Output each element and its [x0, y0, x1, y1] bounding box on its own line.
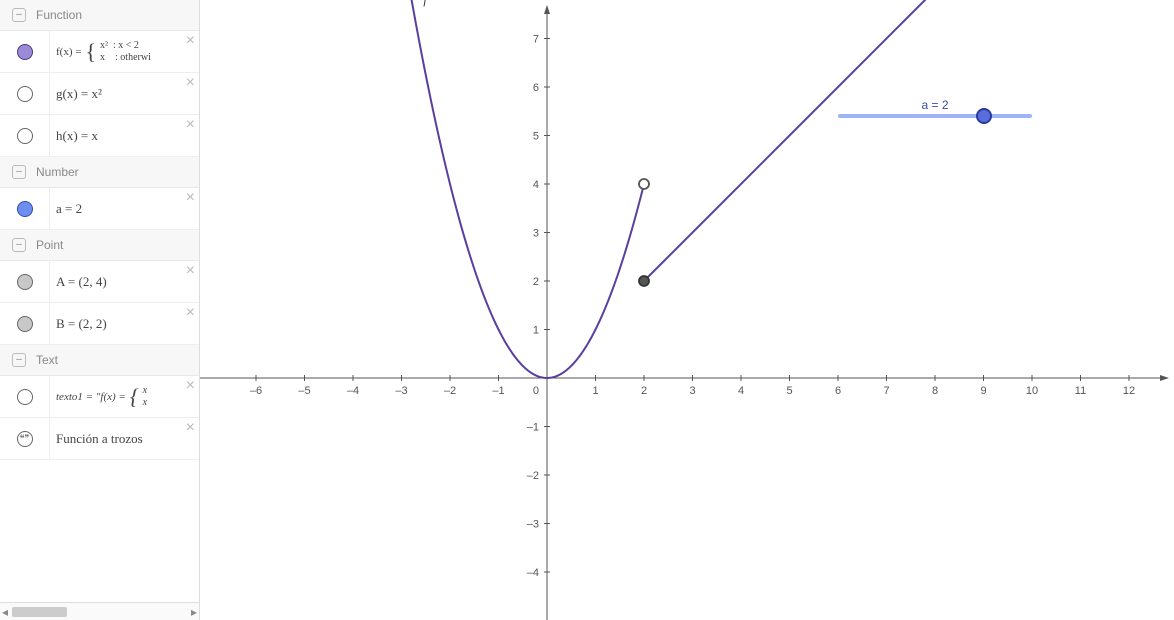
- svg-text:–2: –2: [444, 385, 456, 397]
- visibility-toggle-f[interactable]: [17, 44, 33, 60]
- section-label-function: Function: [36, 8, 82, 22]
- section-label-point: Point: [36, 238, 63, 252]
- svg-text:3: 3: [533, 228, 539, 240]
- slider-a[interactable]: a = 2: [838, 98, 1032, 118]
- svg-text:–6: –6: [250, 385, 262, 397]
- close-icon[interactable]: ×: [186, 33, 195, 49]
- close-icon[interactable]: ×: [186, 190, 195, 206]
- svg-text:6: 6: [533, 82, 539, 94]
- section-label-number: Number: [36, 165, 79, 179]
- graphics-view[interactable]: –6–5–4–3–2–1123456789101112–4–3–2–112345…: [200, 0, 1174, 620]
- svg-text:–3: –3: [527, 519, 539, 531]
- svg-text:–5: –5: [298, 385, 310, 397]
- visibility-toggle-h[interactable]: [17, 128, 33, 144]
- row-h[interactable]: h(x) = x ×: [0, 115, 199, 157]
- svg-text:3: 3: [689, 385, 695, 397]
- visibility-toggle-g[interactable]: [17, 86, 33, 102]
- close-icon[interactable]: ×: [186, 420, 195, 436]
- section-label-text: Text: [36, 353, 58, 367]
- visibility-toggle-point-a[interactable]: [17, 274, 33, 290]
- svg-text:5: 5: [786, 385, 792, 397]
- svg-text:–1: –1: [492, 385, 504, 397]
- slider-track[interactable]: [838, 114, 1032, 118]
- row-a[interactable]: a = 2 ×: [0, 188, 199, 230]
- slider-handle[interactable]: [976, 108, 992, 124]
- svg-text:–1: –1: [527, 422, 539, 434]
- collapse-icon[interactable]: –: [12, 8, 26, 22]
- row-texto1-content: texto1 = "f(x) = { x x: [50, 385, 191, 409]
- svg-text:7: 7: [533, 34, 539, 46]
- row-point-b-content: B = (2, 2): [50, 316, 191, 332]
- row-point-a-content: A = (2, 4): [50, 274, 191, 290]
- row-g[interactable]: g(x) = x² ×: [0, 73, 199, 115]
- section-header-text[interactable]: – Text: [0, 345, 199, 376]
- section-header-function[interactable]: – Function: [0, 0, 199, 31]
- visibility-toggle-texto1[interactable]: [17, 389, 33, 405]
- svg-text:12: 12: [1123, 385, 1135, 397]
- row-texto1[interactable]: texto1 = "f(x) = { x x ×: [0, 376, 199, 418]
- collapse-icon[interactable]: –: [12, 353, 26, 367]
- section-header-number[interactable]: – Number: [0, 157, 199, 188]
- svg-text:2: 2: [533, 276, 539, 288]
- svg-text:–4: –4: [347, 385, 359, 397]
- sidebar-scrollbar[interactable]: ◂ ▸: [0, 602, 199, 620]
- slider-label: a = 2: [838, 98, 1032, 112]
- svg-text:4: 4: [533, 179, 539, 191]
- visibility-toggle-a[interactable]: [17, 201, 33, 217]
- svg-text:–4: –4: [527, 567, 539, 579]
- svg-text:8: 8: [932, 385, 938, 397]
- row-h-content: h(x) = x: [50, 128, 191, 144]
- svg-text:1: 1: [592, 385, 598, 397]
- svg-text:–2: –2: [527, 470, 539, 482]
- collapse-icon[interactable]: –: [12, 238, 26, 252]
- svg-text:5: 5: [533, 131, 539, 143]
- row-g-content: g(x) = x²: [50, 86, 191, 102]
- close-icon[interactable]: ×: [186, 378, 195, 394]
- svg-text:6: 6: [835, 385, 841, 397]
- svg-text:2: 2: [641, 385, 647, 397]
- svg-text:4: 4: [738, 385, 744, 397]
- svg-text:9: 9: [980, 385, 986, 397]
- row-texto2-content: Función a trozos: [50, 431, 191, 447]
- collapse-icon[interactable]: –: [12, 165, 26, 179]
- visibility-toggle-texto2[interactable]: ❝❞: [17, 431, 33, 447]
- close-icon[interactable]: ×: [186, 263, 195, 279]
- row-f-content: f(x) = { x² : x < 2 x : otherwi: [50, 40, 191, 64]
- close-icon[interactable]: ×: [186, 75, 195, 91]
- row-a-content: a = 2: [50, 201, 191, 217]
- close-icon[interactable]: ×: [186, 117, 195, 133]
- svg-text:f: f: [423, 0, 428, 7]
- section-header-point[interactable]: – Point: [0, 230, 199, 261]
- svg-text:10: 10: [1026, 385, 1038, 397]
- svg-text:11: 11: [1075, 385, 1086, 397]
- algebra-sidebar: – Function f(x) = { x² : x < 2 x : other…: [0, 0, 200, 620]
- row-f[interactable]: f(x) = { x² : x < 2 x : otherwi ×: [0, 31, 199, 73]
- svg-text:–3: –3: [395, 385, 407, 397]
- svg-text:0: 0: [533, 385, 539, 397]
- scroll-right-icon[interactable]: ▸: [191, 605, 197, 619]
- visibility-toggle-point-b[interactable]: [17, 316, 33, 332]
- svg-text:1: 1: [533, 325, 539, 337]
- svg-text:7: 7: [883, 385, 889, 397]
- scroll-thumb[interactable]: [12, 607, 67, 617]
- graph-svg: –6–5–4–3–2–1123456789101112–4–3–2–112345…: [200, 0, 1174, 620]
- close-icon[interactable]: ×: [186, 305, 195, 321]
- scroll-left-icon[interactable]: ◂: [2, 605, 8, 619]
- row-point-a[interactable]: A = (2, 4) ×: [0, 261, 199, 303]
- row-texto2[interactable]: ❝❞ Función a trozos ×: [0, 418, 199, 460]
- row-point-b[interactable]: B = (2, 2) ×: [0, 303, 199, 345]
